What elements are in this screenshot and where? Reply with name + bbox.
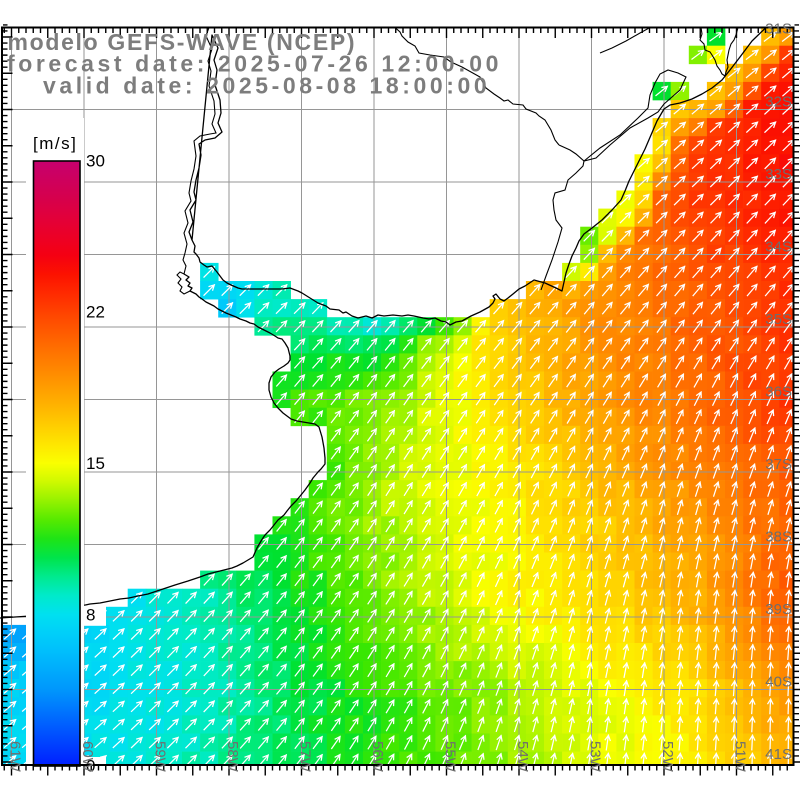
svg-text:8: 8 bbox=[86, 605, 95, 624]
svg-text:38S: 38S bbox=[765, 529, 792, 546]
svg-text:40S: 40S bbox=[765, 674, 792, 691]
svg-text:32S: 32S bbox=[765, 94, 792, 111]
svg-text:33S: 33S bbox=[765, 166, 792, 183]
svg-text:51W: 51W bbox=[732, 741, 749, 773]
svg-text:53W: 53W bbox=[587, 741, 604, 773]
svg-text:57W: 57W bbox=[297, 741, 314, 773]
svg-text:54W: 54W bbox=[514, 741, 531, 773]
svg-text:35S: 35S bbox=[765, 311, 792, 328]
svg-text:22: 22 bbox=[86, 303, 105, 322]
svg-text:58W: 58W bbox=[224, 741, 241, 773]
svg-text:30: 30 bbox=[86, 152, 105, 171]
svg-text:41S: 41S bbox=[765, 746, 792, 763]
svg-text:36S: 36S bbox=[765, 384, 792, 401]
svg-text:15: 15 bbox=[86, 454, 105, 473]
svg-text:34S: 34S bbox=[765, 239, 792, 256]
svg-text:56W: 56W bbox=[369, 741, 386, 773]
svg-text:60W: 60W bbox=[79, 741, 96, 773]
svg-text:55W: 55W bbox=[442, 741, 459, 773]
svg-text:[m/s]: [m/s] bbox=[33, 134, 77, 153]
svg-text:52W: 52W bbox=[659, 741, 676, 773]
svg-text:modelo GEFS-WAVE (NCEP): modelo GEFS-WAVE (NCEP) bbox=[8, 29, 357, 55]
svg-text:39S: 39S bbox=[765, 601, 792, 618]
svg-text:valid date: 2025-08-08 18:00:0: valid date: 2025-08-08 18:00:00 bbox=[43, 73, 490, 99]
svg-text:61W: 61W bbox=[7, 741, 24, 773]
svg-text:37S: 37S bbox=[765, 456, 792, 473]
svg-text:forecast date: 2025-07-26 12:0: forecast date: 2025-07-26 12:00:00 bbox=[7, 51, 502, 77]
svg-text:31S: 31S bbox=[765, 21, 792, 38]
svg-text:59W: 59W bbox=[152, 741, 169, 773]
